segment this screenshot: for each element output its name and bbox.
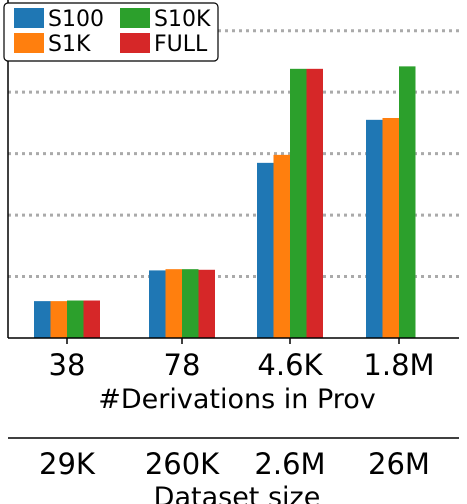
bar-s1k-1.8m <box>382 117 399 338</box>
x-axis-title: #Derivations in Prov <box>98 384 376 415</box>
bar-s10k-4.6k <box>290 68 307 338</box>
bar-s1k-38 <box>50 301 67 338</box>
bar-s10k-38 <box>67 300 84 338</box>
bar-s100-78 <box>149 270 166 338</box>
legend-label-s10k: S10K <box>154 7 211 32</box>
legend-swatch-s1k <box>14 33 44 53</box>
bar-full-38 <box>83 300 100 338</box>
secondary-x-axis-title: Dataset size <box>154 482 321 504</box>
bar-s100-38 <box>34 301 51 338</box>
x-tick-label: 38 <box>49 348 86 382</box>
x-ticks: 38 78 4.6K 1.8M <box>49 338 435 382</box>
x-tick-label: 78 <box>164 348 201 382</box>
legend-swatch-full <box>120 33 150 53</box>
legend-box <box>3 2 219 62</box>
secondary-x-tick-label: 2.6M <box>254 447 325 481</box>
bar-full-78 <box>198 269 215 338</box>
legend-label-full: FULL <box>154 32 208 57</box>
secondary-x-tick-label: 26M <box>368 447 430 481</box>
legend-label-s1k: S1K <box>48 32 91 57</box>
x-tick-label: 4.6K <box>257 348 323 382</box>
bar-s10k-78 <box>182 269 199 338</box>
x-tick-label: 1.8M <box>363 348 434 382</box>
bars <box>34 66 416 338</box>
legend-label-s100: S100 <box>48 7 104 32</box>
legend-swatch-s10k <box>120 8 150 28</box>
bar-s100-1.8m <box>366 119 383 338</box>
bar-full-4.6k <box>306 68 323 338</box>
bar-s100-4.6k <box>257 162 274 338</box>
secondary-x-ticks: 29K 260K 2.6M 26M <box>39 447 430 481</box>
secondary-x-tick-label: 260K <box>145 447 220 481</box>
bar-s10k-1.8m <box>399 66 416 338</box>
y-gridlines <box>8 29 459 279</box>
bar-s1k-78 <box>165 269 182 338</box>
legend-swatch-s100 <box>14 8 44 28</box>
secondary-x-tick-label: 29K <box>39 447 96 481</box>
bar-s1k-4.6k <box>273 154 290 338</box>
